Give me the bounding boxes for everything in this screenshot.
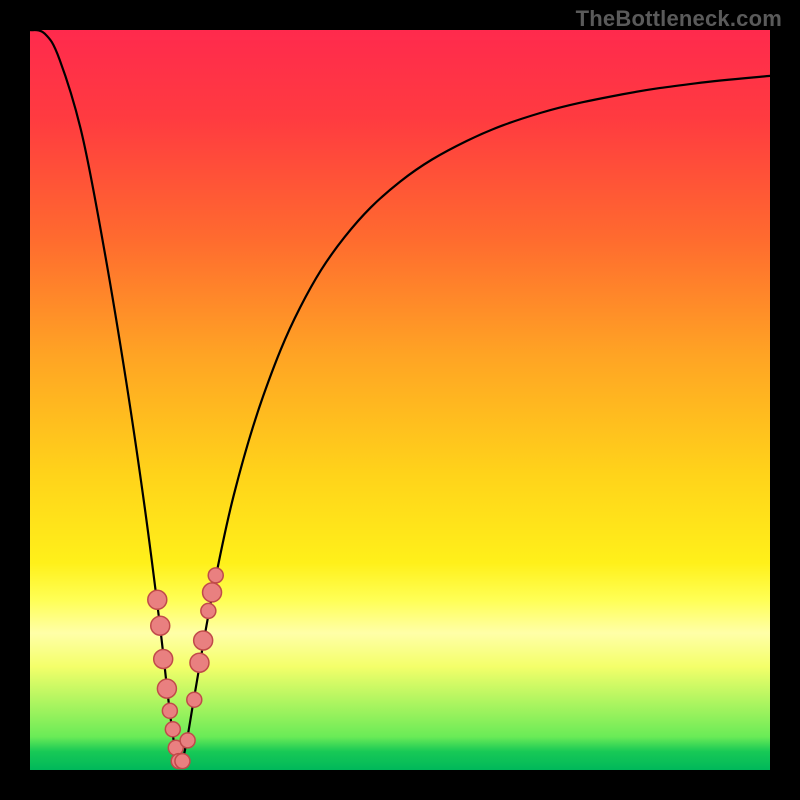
data-marker [187,692,202,707]
data-marker [208,568,223,583]
data-marker [157,679,176,698]
data-marker [180,733,195,748]
plot-area [30,30,770,770]
data-marker [165,722,180,737]
curve-path [30,30,770,765]
chart-frame: TheBottleneck.com [0,0,800,800]
data-marker [175,754,190,769]
data-marker [203,583,222,602]
data-marker [154,650,173,669]
bottleneck-curve [30,30,770,770]
data-marker [148,590,167,609]
data-marker [151,616,170,635]
data-marker [162,703,177,718]
marker-group [148,568,223,769]
data-marker [190,653,209,672]
data-marker [201,603,216,618]
attribution-text: TheBottleneck.com [576,6,782,32]
data-marker [194,631,213,650]
